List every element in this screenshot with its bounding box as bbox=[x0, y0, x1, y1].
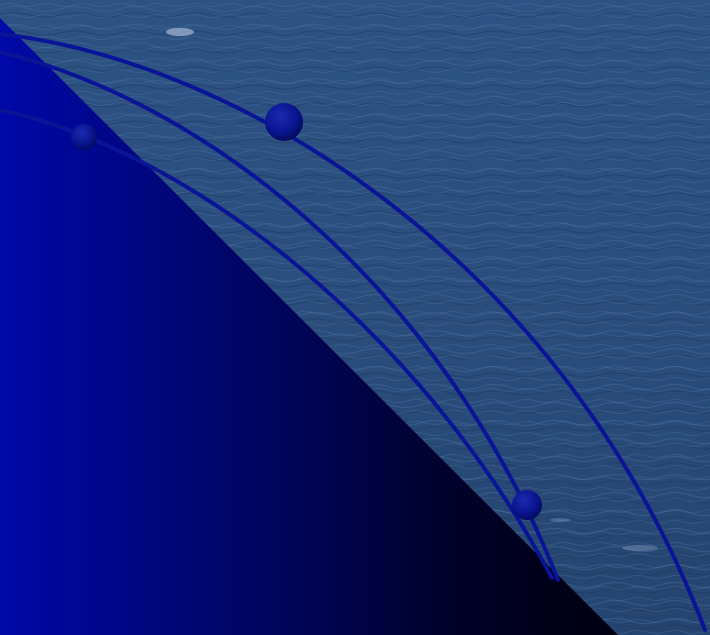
bead-large bbox=[265, 103, 303, 141]
middle-arc-line bbox=[0, 50, 560, 582]
dark-triangle-panel bbox=[0, 18, 618, 635]
outer-arc-line bbox=[0, 32, 707, 632]
beads bbox=[71, 103, 542, 520]
bead-lower-right bbox=[512, 490, 542, 520]
bead-small-left bbox=[71, 124, 97, 150]
